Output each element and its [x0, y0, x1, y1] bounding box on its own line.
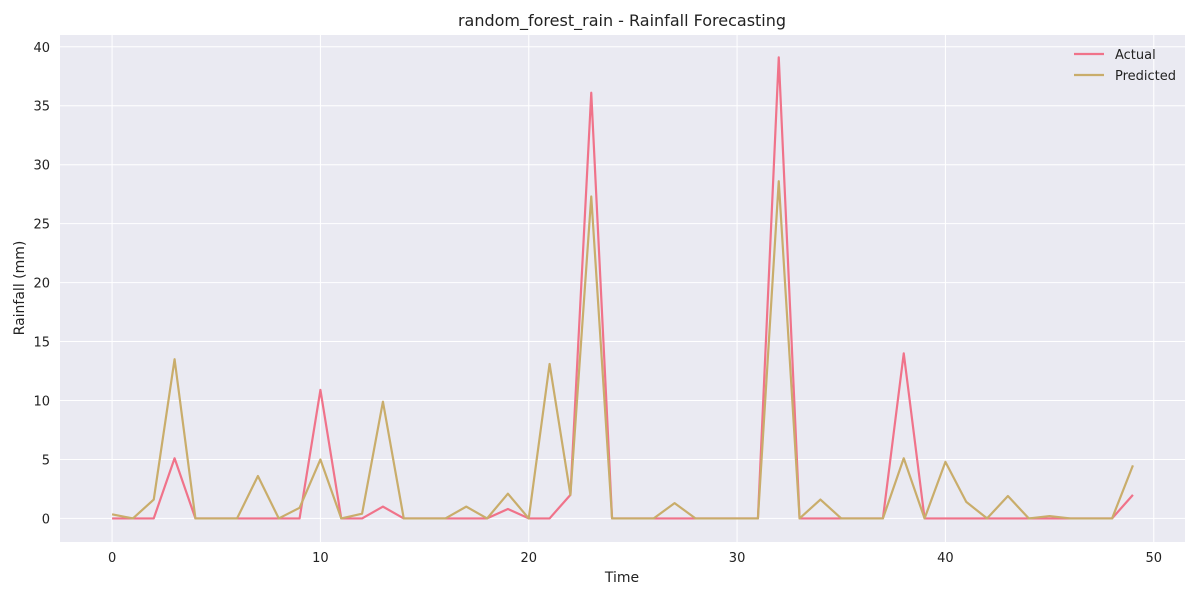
x-tick-label: 50 [1145, 551, 1162, 566]
y-tick-label: 20 [33, 277, 50, 292]
legend-label-predicted: Predicted [1115, 69, 1176, 84]
x-tick-label: 30 [729, 551, 746, 566]
series-lines [111, 56, 1134, 520]
y-tick-label: 10 [33, 395, 50, 410]
x-axis-label: Time [604, 570, 639, 586]
x-tick-label: 10 [312, 551, 329, 566]
chart-title: random_forest_rain - Rainfall Forecastin… [458, 11, 786, 31]
x-tick-label: 20 [520, 551, 537, 566]
y-axis-label: Rainfall (mm) [12, 241, 28, 336]
plot-area [60, 35, 1185, 542]
grid-lines [60, 35, 1185, 542]
y-tick-label: 25 [33, 218, 50, 233]
y-tick-label: 0 [42, 512, 50, 527]
y-tick-label: 40 [33, 41, 50, 56]
y-tick-label: 15 [33, 336, 50, 351]
y-tick-label: 30 [33, 159, 50, 174]
y-tick-label: 35 [33, 100, 50, 115]
series-line-predicted [111, 180, 1134, 520]
x-tick-label: 40 [937, 551, 954, 566]
legend-label-actual: Actual [1115, 48, 1156, 63]
legend: Actual Predicted [1074, 48, 1176, 84]
x-axis-ticks: 0 10 20 30 40 50 [108, 551, 1162, 566]
y-tick-label: 5 [42, 453, 50, 468]
y-axis-ticks: 0 5 10 15 20 25 30 35 40 [33, 41, 50, 528]
x-tick-label: 0 [108, 551, 116, 566]
